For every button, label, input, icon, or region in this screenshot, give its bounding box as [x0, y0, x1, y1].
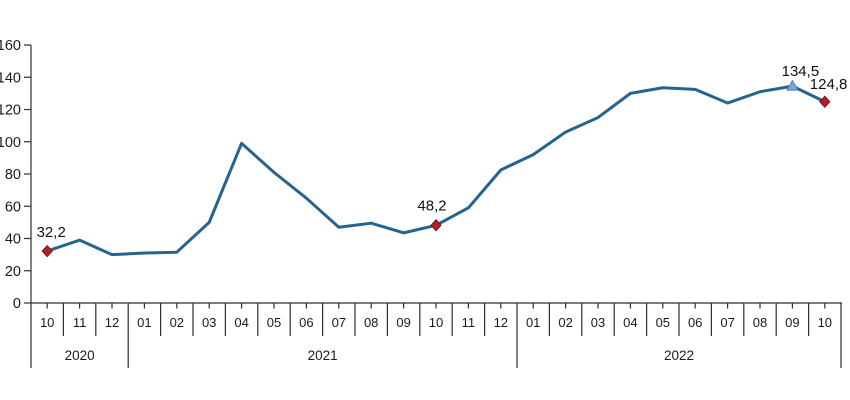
- year-label: 2021: [308, 348, 338, 363]
- month-label: 11: [73, 315, 87, 330]
- month-label: 05: [656, 315, 670, 330]
- month-label: 09: [396, 315, 410, 330]
- diamond-marker: [819, 95, 831, 109]
- month-label: 10: [40, 315, 54, 330]
- month-label: 05: [267, 315, 281, 330]
- diamond-marker: [41, 244, 53, 258]
- month-label: 01: [137, 315, 151, 330]
- data-label: 134,5: [782, 63, 820, 80]
- month-label: 07: [720, 315, 734, 330]
- month-label: 09: [785, 315, 799, 330]
- month-label: 08: [753, 315, 767, 330]
- diamond-marker: [430, 219, 442, 232]
- y-tick-label: 160: [0, 38, 21, 54]
- month-label: 12: [105, 315, 119, 330]
- data-label: 32,2: [37, 224, 66, 241]
- y-tick-label: 60: [5, 199, 21, 215]
- month-label: 06: [299, 315, 313, 330]
- y-tick-label: 100: [0, 135, 21, 151]
- y-tick-label: 0: [13, 296, 21, 312]
- year-label: 2020: [65, 348, 95, 363]
- month-label: 04: [623, 315, 637, 330]
- month-label: 10: [818, 315, 832, 330]
- y-tick-label: 80: [5, 167, 21, 183]
- month-label: 06: [688, 315, 702, 330]
- month-label: 02: [558, 315, 572, 330]
- month-label: 01: [526, 315, 540, 330]
- month-label: 07: [332, 315, 346, 330]
- month-label: 02: [170, 315, 184, 330]
- month-label: 03: [591, 315, 605, 330]
- month-label: 11: [462, 315, 476, 330]
- month-label: 10: [429, 315, 443, 330]
- data-label: 48,2: [417, 197, 446, 214]
- y-tick-label: 20: [5, 264, 21, 280]
- month-label: 08: [364, 315, 378, 330]
- y-tick-label: 120: [0, 103, 21, 119]
- y-tick-label: 40: [5, 232, 21, 248]
- month-label: 12: [494, 315, 508, 330]
- y-tick-label: 140: [0, 70, 21, 86]
- month-label: 03: [202, 315, 216, 330]
- data-label: 124,8: [810, 76, 848, 93]
- triangle-marker: [786, 79, 799, 91]
- year-label: 2022: [664, 348, 694, 363]
- month-label: 04: [234, 315, 248, 330]
